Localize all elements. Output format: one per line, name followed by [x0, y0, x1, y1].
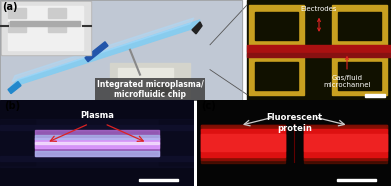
Text: (b): (b)	[4, 101, 20, 111]
Bar	[249, 55, 304, 94]
Polygon shape	[85, 42, 108, 62]
Bar	[201, 158, 285, 163]
Bar	[8, 22, 26, 32]
Bar	[338, 62, 381, 89]
Bar	[48, 22, 66, 32]
Text: Integrated microplasma/
microfluidic chip: Integrated microplasma/ microfluidic chi…	[97, 80, 203, 99]
Bar	[337, 179, 375, 181]
Bar	[365, 94, 385, 97]
Bar	[35, 151, 159, 156]
Bar	[247, 0, 391, 100]
Bar	[0, 0, 242, 100]
Bar	[110, 63, 190, 97]
Bar	[332, 5, 387, 45]
Circle shape	[160, 85, 170, 94]
Text: Gas/fluid
microchannel: Gas/fluid microchannel	[323, 57, 371, 88]
Bar	[159, 120, 194, 165]
Bar	[0, 125, 194, 130]
Bar	[35, 138, 159, 148]
Bar	[8, 8, 26, 18]
Bar	[249, 5, 304, 45]
Bar	[304, 125, 387, 131]
Polygon shape	[192, 22, 202, 34]
Circle shape	[150, 85, 160, 94]
Text: (c): (c)	[201, 101, 216, 111]
Bar	[247, 45, 391, 52]
Bar	[0, 156, 194, 161]
Text: (a): (a)	[2, 2, 18, 12]
Bar	[2, 2, 90, 54]
Bar	[35, 142, 159, 144]
Bar	[118, 68, 173, 94]
Polygon shape	[8, 82, 21, 94]
Bar	[201, 125, 285, 131]
Bar	[332, 55, 387, 94]
Bar	[0, 0, 242, 100]
Text: Plasma: Plasma	[80, 111, 114, 120]
Bar	[1, 1, 91, 55]
Bar	[304, 125, 387, 160]
Bar	[201, 129, 285, 157]
Bar	[139, 179, 178, 181]
Bar	[304, 134, 387, 151]
Text: Electrodes: Electrodes	[301, 6, 337, 31]
Bar	[35, 135, 159, 139]
Bar	[35, 130, 159, 156]
Bar	[255, 62, 298, 89]
Bar	[0, 120, 35, 165]
Bar	[201, 134, 285, 151]
Bar	[304, 158, 387, 163]
Bar	[338, 12, 381, 40]
Polygon shape	[12, 18, 194, 82]
Polygon shape	[10, 20, 200, 88]
Bar	[10, 21, 80, 26]
Bar	[8, 6, 83, 50]
Bar	[48, 8, 66, 18]
Bar	[255, 12, 298, 40]
Bar	[201, 125, 285, 160]
Text: Fluorescent
protein: Fluorescent protein	[266, 113, 322, 133]
Bar	[304, 129, 387, 157]
Bar	[247, 53, 391, 57]
Bar	[0, 118, 194, 167]
